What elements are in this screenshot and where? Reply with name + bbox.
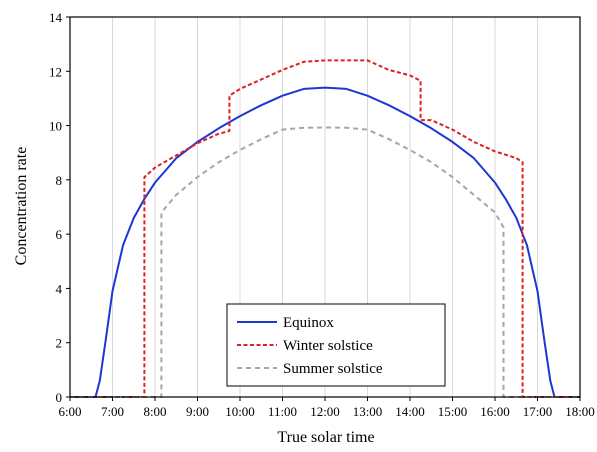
y-tick-label: 12: [49, 64, 62, 79]
y-tick-label: 2: [56, 336, 63, 351]
x-tick-label: 7:00: [101, 404, 124, 419]
legend-label: Winter solstice: [283, 338, 373, 354]
x-tick-label: 13:00: [353, 404, 383, 419]
x-axis-ticks: 6:00 7:00 8:00 9:00 10:00 11:00 12:00 13:00 14:0…: [58, 397, 595, 419]
x-tick-label: 6:00: [58, 404, 81, 419]
x-axis-title: True solar time: [277, 429, 374, 446]
y-axis-title: Concentration rate: [13, 147, 30, 266]
x-tick-label: 17:00: [523, 404, 553, 419]
x-tick-label: 14:00: [395, 404, 425, 419]
x-tick-label: 18:00: [565, 404, 595, 419]
legend-label: Summer solstice: [283, 361, 383, 377]
y-tick-label: 0: [56, 390, 63, 405]
x-tick-label: 15:00: [438, 404, 468, 419]
series-layer: [70, 59, 580, 398]
x-tick-label: 9:00: [186, 404, 209, 419]
vertical-gridlines: [112, 17, 538, 397]
y-tick-label: 6: [56, 227, 63, 242]
y-axis-ticks: 0 2 4 6 8 10 12 14: [49, 10, 70, 405]
y-tick-label: 14: [49, 10, 63, 25]
x-tick-label: 12:00: [310, 404, 340, 419]
series-line-summer-solstice: [70, 126, 580, 398]
legend: Equinox Winter solstice Summer solstice: [226, 303, 446, 387]
y-tick-label: 4: [56, 281, 63, 296]
series-line-winter-solstice: [70, 59, 580, 398]
legend-label: Equinox: [283, 315, 334, 331]
x-tick-label: 10:00: [225, 404, 255, 419]
x-tick-label: 8:00: [143, 404, 166, 419]
x-tick-label: 11:00: [268, 404, 297, 419]
x-tick-label: 16:00: [480, 404, 510, 419]
y-tick-label: 8: [56, 173, 63, 188]
y-tick-label: 10: [49, 119, 62, 134]
